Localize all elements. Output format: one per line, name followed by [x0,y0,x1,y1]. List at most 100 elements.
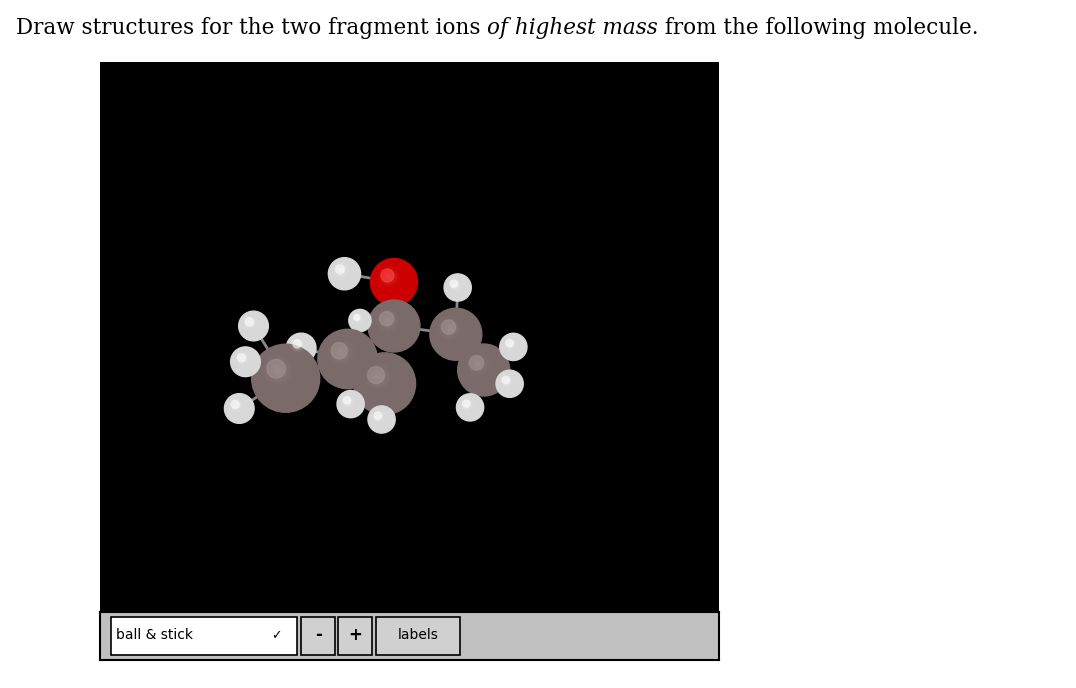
Text: Draw structures for the two fragment ions: Draw structures for the two fragment ion… [16,17,487,39]
Ellipse shape [374,412,382,420]
Ellipse shape [230,347,260,376]
Ellipse shape [296,343,300,347]
Ellipse shape [442,321,457,336]
Ellipse shape [456,394,483,421]
Ellipse shape [275,368,281,374]
Ellipse shape [380,312,394,326]
Ellipse shape [330,341,352,363]
Ellipse shape [382,314,394,326]
Ellipse shape [317,330,378,389]
Ellipse shape [453,283,456,286]
Ellipse shape [231,400,239,409]
Ellipse shape [335,346,348,359]
Ellipse shape [468,354,487,374]
Ellipse shape [502,377,511,385]
Ellipse shape [353,314,362,322]
Ellipse shape [336,266,345,275]
Ellipse shape [250,321,252,324]
Ellipse shape [340,269,342,271]
Ellipse shape [447,325,454,332]
Ellipse shape [450,279,459,290]
Ellipse shape [346,400,349,402]
Ellipse shape [451,281,458,288]
Ellipse shape [339,350,343,355]
Ellipse shape [267,359,285,378]
Ellipse shape [454,283,456,286]
Ellipse shape [349,310,371,332]
Ellipse shape [373,411,384,422]
Ellipse shape [374,413,383,420]
Ellipse shape [386,319,391,322]
Ellipse shape [376,375,380,379]
Ellipse shape [343,397,352,405]
Ellipse shape [506,339,515,349]
Ellipse shape [293,340,301,348]
Ellipse shape [381,312,396,328]
Ellipse shape [239,311,268,341]
Ellipse shape [328,258,360,290]
Ellipse shape [338,267,344,274]
Ellipse shape [368,367,384,384]
Ellipse shape [371,370,385,384]
Ellipse shape [450,280,457,288]
Ellipse shape [240,356,244,361]
Ellipse shape [245,319,255,327]
Text: ball & stick: ball & stick [115,628,193,642]
Ellipse shape [377,414,381,418]
Ellipse shape [370,259,417,305]
Text: +: + [349,626,363,644]
Ellipse shape [354,314,360,321]
Ellipse shape [381,269,394,282]
Ellipse shape [294,341,302,349]
Ellipse shape [462,399,472,409]
Ellipse shape [239,355,245,362]
Ellipse shape [295,341,301,348]
Ellipse shape [507,340,514,348]
Ellipse shape [232,402,239,409]
Ellipse shape [369,368,387,386]
Ellipse shape [378,416,380,418]
Ellipse shape [496,370,523,398]
Ellipse shape [499,333,527,361]
Ellipse shape [266,358,291,383]
Ellipse shape [366,365,390,389]
Ellipse shape [376,413,382,420]
Ellipse shape [233,403,238,407]
Ellipse shape [244,317,256,328]
Ellipse shape [449,327,452,330]
Ellipse shape [231,401,240,409]
Ellipse shape [273,366,283,376]
Ellipse shape [241,357,243,360]
Ellipse shape [337,348,345,357]
Ellipse shape [506,339,513,347]
Ellipse shape [466,403,468,405]
Ellipse shape [335,264,346,276]
Ellipse shape [476,363,480,366]
Ellipse shape [339,268,343,272]
Ellipse shape [444,274,471,301]
Ellipse shape [384,316,392,324]
FancyBboxPatch shape [338,617,372,655]
Ellipse shape [331,343,348,359]
Text: -: - [315,626,322,644]
Ellipse shape [337,391,365,418]
Ellipse shape [502,376,510,384]
Ellipse shape [457,344,510,396]
Ellipse shape [383,272,394,282]
Ellipse shape [441,320,456,334]
Ellipse shape [387,275,391,279]
Ellipse shape [270,363,286,378]
Ellipse shape [249,321,253,325]
Ellipse shape [332,343,350,361]
Ellipse shape [336,265,344,274]
Ellipse shape [379,310,398,330]
Ellipse shape [440,319,459,338]
Ellipse shape [356,317,358,319]
Text: labels: labels [398,628,439,642]
Ellipse shape [475,361,482,368]
Ellipse shape [268,361,288,381]
Text: from the following molecule.: from the following molecule. [659,17,979,39]
Ellipse shape [472,358,484,370]
Ellipse shape [293,339,303,350]
Ellipse shape [373,372,382,382]
